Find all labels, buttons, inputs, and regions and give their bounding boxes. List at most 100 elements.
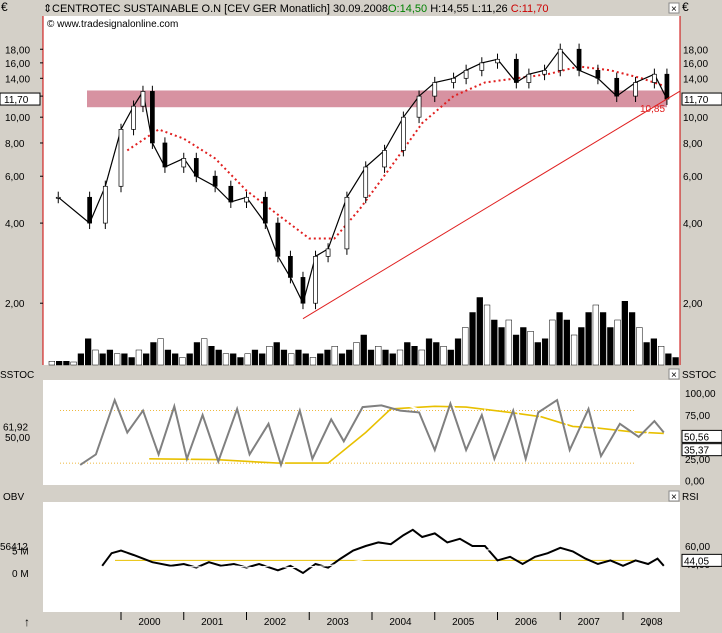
volume-bar (135, 349, 143, 366)
candle-body (416, 95, 422, 118)
volume-bar (527, 331, 534, 366)
candle-body (495, 58, 500, 64)
volume-bar (150, 342, 157, 366)
trendline (302, 90, 680, 320)
x-tick-label: 2006 (515, 617, 538, 628)
rsi-label: RSI (682, 492, 699, 503)
y-tick-label-right: 4,00 (683, 219, 703, 230)
volume-bar (346, 349, 353, 366)
candle-body (664, 73, 670, 100)
ohlc-value: O:14,50 (388, 3, 427, 15)
obv-left-tick: 5 M (12, 547, 29, 558)
volume-bar (324, 349, 331, 366)
volume-bar (418, 349, 425, 366)
obv-left-value: 56412 (0, 542, 28, 553)
volume-bar (273, 342, 280, 366)
last-price-box-right (681, 92, 722, 106)
scroll-up-arrow-icon[interactable]: ↑ (24, 615, 30, 629)
x-tick-label: 2003 (327, 617, 350, 628)
scroll-down-arrow-icon[interactable]: ↓ (646, 615, 652, 629)
close-icon: × (671, 370, 677, 381)
volume-bar (208, 346, 215, 366)
volume-bar (650, 338, 657, 366)
sstoc-right-value: 50,56 (684, 432, 709, 443)
rsi-value-box (681, 553, 722, 567)
candle-body (140, 91, 146, 107)
currency-right: € (682, 0, 689, 14)
chart-title: CENTROTEC SUSTAINABLE O.N [CEV GER Monat… (52, 3, 388, 15)
volume-bar (201, 338, 208, 366)
candle-body (150, 91, 155, 144)
sstoc-panel-close-button[interactable]: × (668, 368, 680, 381)
candle-body (162, 142, 168, 168)
candle-body (576, 48, 582, 71)
y-tick-label-left: 6,00 (5, 172, 25, 183)
sstoc-y-tick-label: 25,00 (685, 455, 710, 466)
x-tick-label: 2001 (201, 617, 224, 628)
volume-bar (665, 353, 672, 366)
candle-body (652, 73, 657, 83)
candle-body (557, 48, 563, 71)
volume-bar (309, 357, 317, 366)
candle-body (118, 129, 124, 187)
candle-body (363, 166, 369, 198)
ohlc-value: H:14,55 (427, 3, 469, 15)
volume-bar (179, 357, 186, 366)
volume-bar (106, 349, 114, 366)
obv-label: OBV (3, 492, 24, 503)
candle-body (87, 196, 92, 224)
time-axis-bg (0, 614, 722, 628)
sstoc-y-tick-label: 100,00 (685, 389, 716, 400)
volume-bar (338, 353, 346, 366)
price-panel-close-button[interactable]: × (668, 2, 680, 15)
candle-body (451, 77, 456, 83)
y-tick-label-left: 8,00 (5, 139, 25, 150)
volume-bar (570, 334, 578, 366)
volume-bar (476, 297, 483, 366)
volume-bar (643, 342, 650, 366)
sstoc-y-tick-label: 75,00 (685, 411, 710, 422)
volume-bar (498, 327, 505, 366)
close-icon: × (671, 492, 677, 503)
volume-bar (331, 346, 338, 366)
volume-bar (164, 349, 172, 366)
volume-bar (469, 312, 476, 366)
volume-bar (230, 353, 237, 366)
volume-bar (77, 353, 85, 366)
volume-bar (483, 304, 491, 366)
volume-bar (411, 346, 418, 366)
candle-body (262, 196, 268, 224)
volume-bar (48, 361, 56, 366)
sstoc-label-right: SSTOC (682, 370, 716, 381)
y-tick-label-right: 10,00 (683, 113, 708, 124)
volume-bar (447, 349, 454, 366)
volume-bar (578, 327, 585, 366)
candle-body (193, 158, 199, 177)
trendline-value-label: 10,85 (640, 104, 665, 115)
volume-bar (244, 353, 251, 366)
y-tick-label-left: 10,00 (5, 113, 30, 124)
panel-bg-3 (43, 502, 680, 612)
volume-bar (85, 338, 92, 366)
volume-bar (172, 353, 179, 366)
volume-bar (563, 319, 570, 366)
obv-rsi-line (101, 528, 665, 575)
candle-body (513, 58, 519, 83)
volume-bar (92, 349, 99, 366)
obv-panel-close-button[interactable]: × (668, 490, 680, 503)
panel-bg-1 (43, 16, 680, 365)
last-price-box-left (0, 92, 41, 106)
candle-body (633, 82, 638, 97)
candle-body (275, 222, 281, 257)
volume-bar (99, 353, 106, 366)
y-tick-label-right: 16,00 (683, 59, 708, 70)
y-tick-label-left: 2,00 (5, 299, 25, 310)
volume-bar (462, 327, 469, 366)
candle-body (181, 158, 187, 168)
volume-bar (143, 353, 150, 366)
sstoc-label-left: SSTOC (0, 370, 34, 381)
volume-bar (251, 349, 259, 366)
volume-bar (599, 312, 607, 366)
volume-bar (607, 327, 614, 366)
volume-bar (288, 353, 295, 366)
